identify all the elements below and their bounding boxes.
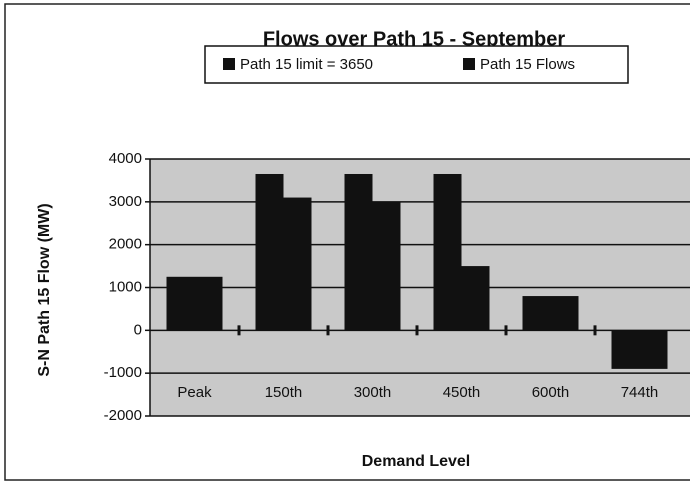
x-tick-label: 600th bbox=[532, 384, 570, 401]
bar bbox=[166, 276, 195, 331]
x-axis-title: Demand Level bbox=[362, 453, 470, 470]
legend-swatch bbox=[463, 58, 475, 70]
bar bbox=[639, 330, 668, 369]
x-tick-label: 450th bbox=[443, 384, 481, 401]
bar bbox=[255, 173, 284, 331]
x-tick-label: 150th bbox=[265, 384, 303, 401]
x-tick-label: 300th bbox=[354, 384, 392, 401]
bar bbox=[611, 330, 640, 369]
y-tick-label: -1000 bbox=[104, 364, 142, 381]
y-tick-label: 2000 bbox=[109, 236, 142, 253]
y-tick-label: 3000 bbox=[109, 193, 142, 210]
x-tick-label: Peak bbox=[177, 384, 212, 401]
bar bbox=[283, 197, 312, 331]
chart-title: Flows over Path 15 - September bbox=[263, 28, 566, 50]
bar bbox=[372, 201, 401, 331]
legend-label: Path 15 Flows bbox=[480, 56, 575, 73]
y-tick-label: 0 bbox=[134, 321, 142, 338]
legend-box bbox=[204, 45, 629, 84]
y-tick-label: -2000 bbox=[104, 407, 142, 424]
bar bbox=[194, 276, 223, 331]
bar bbox=[550, 296, 579, 331]
y-tick-label: 1000 bbox=[109, 278, 142, 295]
y-tick-label: 4000 bbox=[109, 150, 142, 167]
x-tick-label: 744th bbox=[621, 384, 659, 401]
legend-swatch bbox=[223, 58, 235, 70]
bar bbox=[433, 173, 462, 331]
bar bbox=[344, 173, 373, 331]
y-axis-title: S-N Path 15 Flow (MW) bbox=[36, 203, 53, 376]
bar bbox=[522, 296, 551, 331]
bar bbox=[461, 266, 490, 331]
legend-label: Path 15 limit = 3650 bbox=[240, 56, 373, 73]
